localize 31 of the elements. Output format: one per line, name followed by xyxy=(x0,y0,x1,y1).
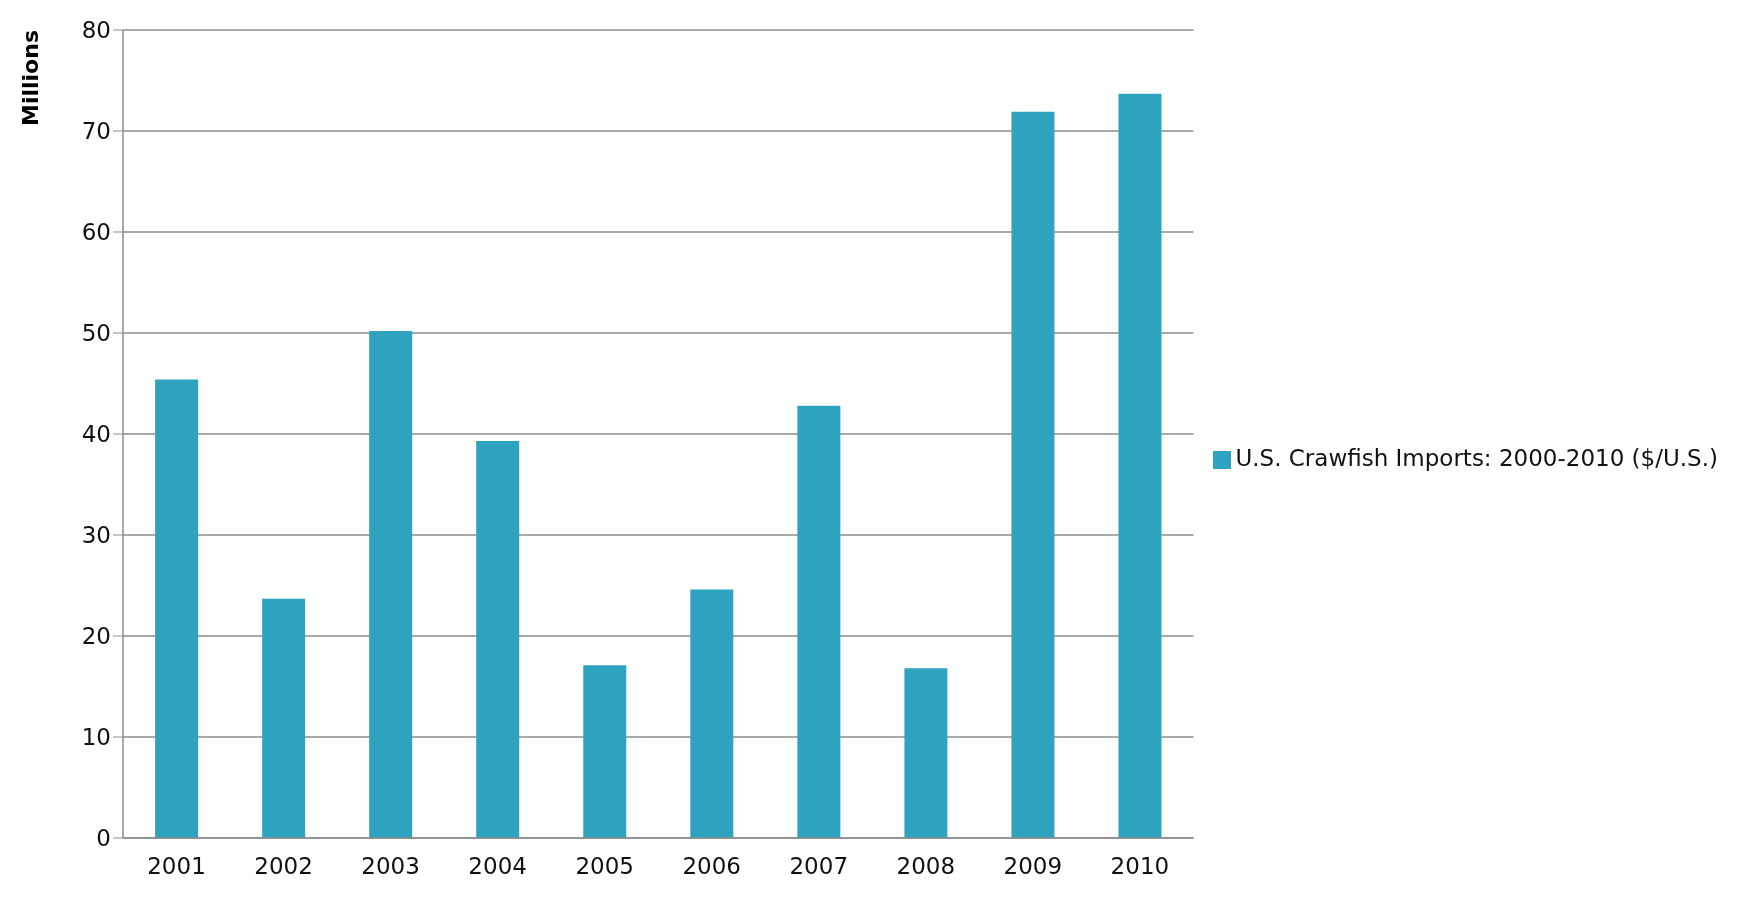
x-tick-label: 2007 xyxy=(789,853,849,880)
x-tick-label: 2005 xyxy=(575,853,634,880)
y-tick-label: 20 xyxy=(81,623,111,650)
legend-label: U.S. Crawfish Imports: 2000-2010 ($/U.S.) xyxy=(1235,445,1718,471)
x-tick-label: 2003 xyxy=(361,853,420,880)
y-tick-label: 0 xyxy=(96,825,111,852)
y-tick-label: 40 xyxy=(81,421,111,448)
y-tick-label: 80 xyxy=(81,17,111,44)
y-axis-title: Millions xyxy=(17,30,43,126)
bar xyxy=(904,668,948,838)
x-tick-label: 2004 xyxy=(468,853,527,880)
bar xyxy=(690,589,734,838)
bar xyxy=(1011,111,1055,838)
x-tick-label: 2006 xyxy=(682,853,741,880)
bar xyxy=(262,598,306,838)
bar xyxy=(369,330,413,838)
bar xyxy=(155,379,199,838)
bar xyxy=(583,665,627,838)
x-tick-label: 2001 xyxy=(147,853,206,880)
x-tick-label: 2009 xyxy=(1003,853,1063,880)
bar xyxy=(1118,93,1162,838)
y-tick-label: 60 xyxy=(81,219,111,246)
bar xyxy=(797,405,841,838)
x-tick-label: 2008 xyxy=(896,853,956,880)
y-tick-label: 30 xyxy=(81,522,111,549)
y-tick-label: 10 xyxy=(81,724,111,751)
y-tick-label: 50 xyxy=(81,320,111,347)
x-tick-label: 2010 xyxy=(1110,853,1170,880)
x-tick-label: 2002 xyxy=(254,853,313,880)
y-tick-label: 70 xyxy=(81,118,111,145)
bar xyxy=(476,441,520,838)
